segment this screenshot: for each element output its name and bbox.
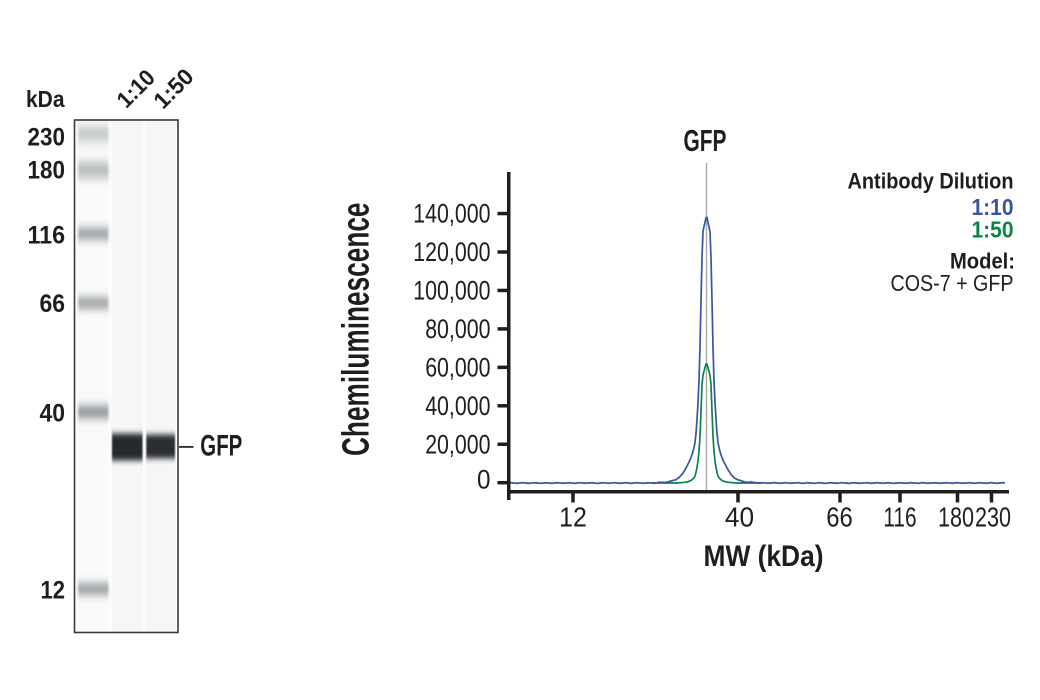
svg-text:116: 116 — [883, 502, 916, 533]
svg-text:1:50: 1:50 — [972, 216, 1014, 242]
svg-text:230: 230 — [28, 124, 66, 152]
svg-text:MW (kDa): MW (kDa) — [704, 540, 824, 573]
svg-text:GFP: GFP — [200, 430, 242, 463]
svg-text:12: 12 — [41, 577, 66, 605]
svg-text:180: 180 — [938, 502, 974, 533]
svg-text:40: 40 — [725, 502, 754, 533]
svg-text:116: 116 — [28, 222, 66, 250]
svg-text:1:10: 1:10 — [972, 194, 1014, 220]
svg-text:66: 66 — [40, 290, 66, 318]
svg-text:180: 180 — [28, 157, 66, 185]
svg-text:40: 40 — [40, 400, 66, 428]
svg-text:230: 230 — [975, 502, 1011, 533]
svg-text:Model:: Model: — [950, 249, 1015, 274]
svg-text:80,000: 80,000 — [425, 314, 490, 344]
svg-text:60,000: 60,000 — [425, 352, 490, 382]
svg-text:12: 12 — [559, 502, 587, 533]
svg-text:Antibody Dilution: Antibody Dilution — [848, 168, 1014, 193]
svg-text:GFP: GFP — [684, 123, 727, 158]
svg-text:kDa: kDa — [26, 86, 65, 112]
svg-text:20,000: 20,000 — [425, 429, 490, 459]
svg-text:Chemiluminescence: Chemiluminescence — [336, 203, 378, 457]
svg-text:140,000: 140,000 — [413, 199, 490, 229]
svg-text:40,000: 40,000 — [425, 391, 490, 421]
svg-text:66: 66 — [826, 502, 853, 533]
svg-text:COS-7 + GFP: COS-7 + GFP — [891, 270, 1014, 296]
svg-text:120,000: 120,000 — [413, 237, 490, 267]
svg-text:100,000: 100,000 — [413, 276, 490, 306]
svg-text:0: 0 — [477, 464, 491, 494]
